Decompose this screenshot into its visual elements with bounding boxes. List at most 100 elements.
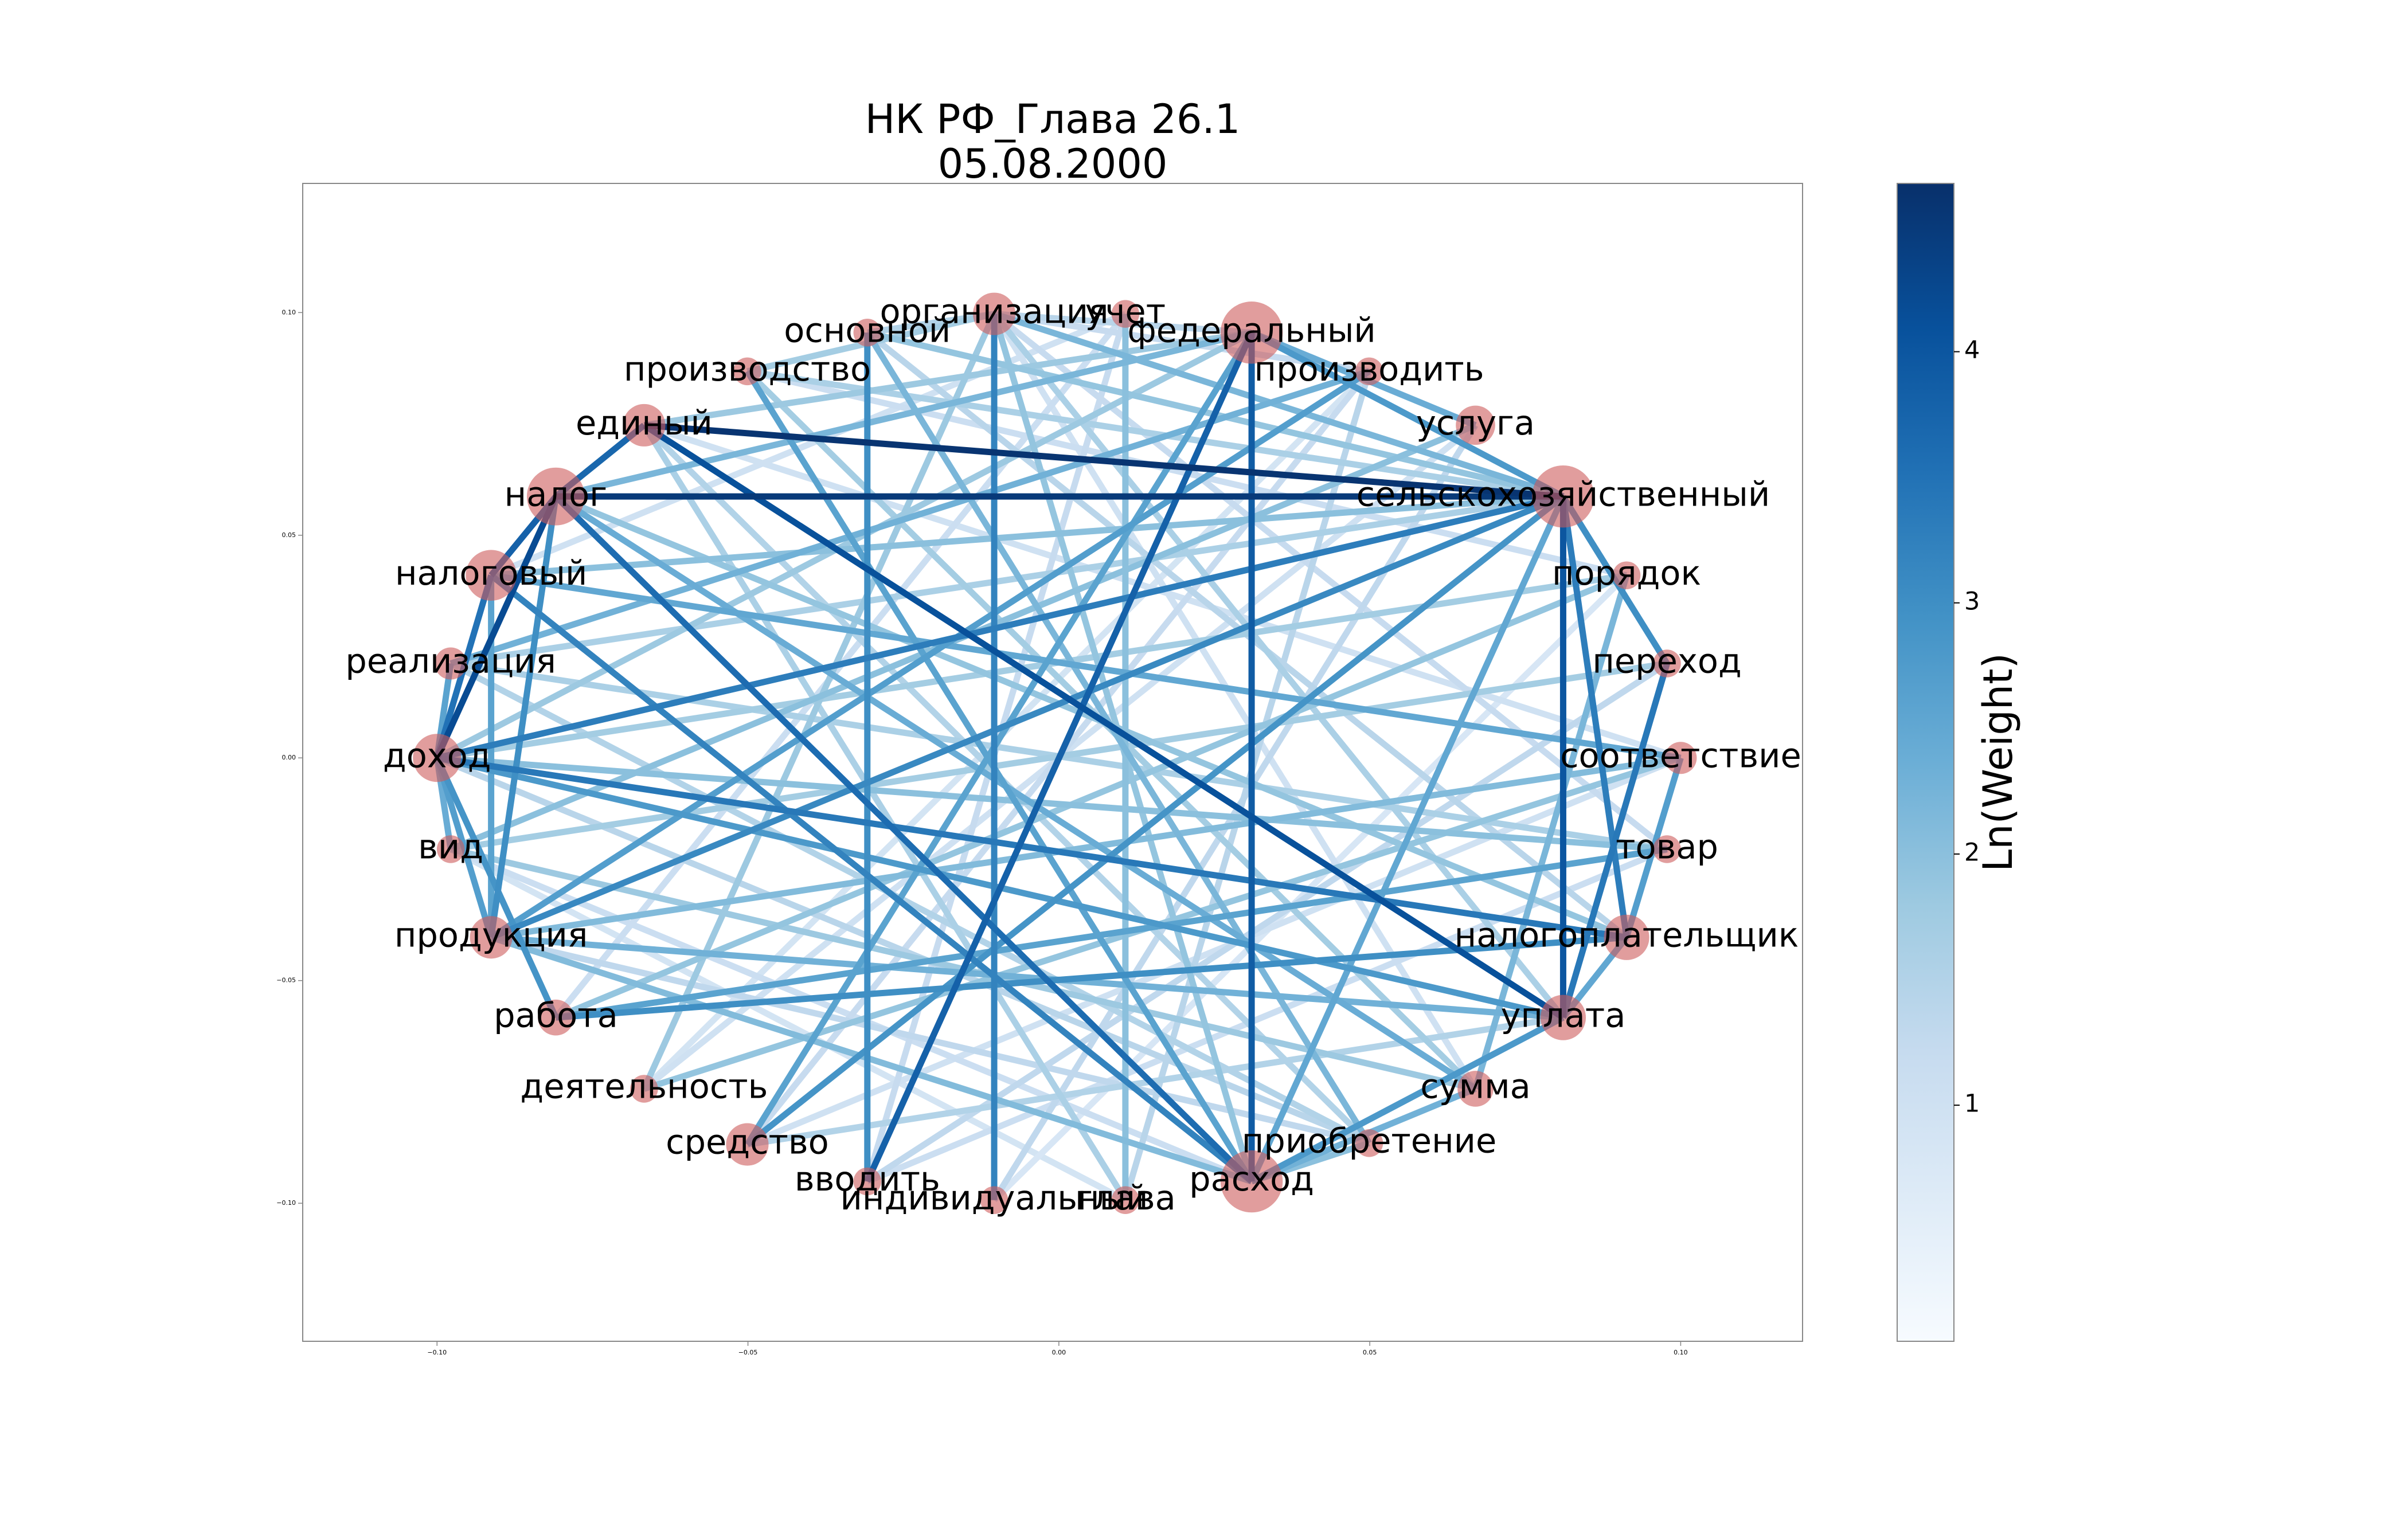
x-tick-label: 0.05 [1363,1349,1377,1356]
node-label: организация [879,292,1108,331]
node [1653,835,1681,863]
node-label: налоговый [395,553,587,593]
node-label: вид [418,827,483,867]
node-label: единый [576,403,713,443]
node [466,550,517,601]
edge [491,934,1563,1021]
x-tick-label: −0.10 [427,1349,447,1356]
edge [1250,330,1565,500]
edge [643,329,1252,429]
chart-subtitle: 05.08.2000 [938,140,1168,187]
chart-title: НК РФ_Глава 26.1 [865,96,1241,143]
node-label: приобретение [1242,1121,1497,1160]
node-label: деятельность [520,1067,768,1106]
node-label: товар [1616,827,1718,867]
node [1604,914,1649,960]
x-tick-label: 0.10 [1674,1349,1688,1356]
node-label: вводить [795,1159,940,1199]
node [538,999,574,1036]
node [1111,300,1140,328]
colorbar [1897,183,1954,1342]
edge [1559,496,1630,938]
edge [436,493,1564,761]
x-tick-label: −0.05 [738,1349,758,1356]
y-tick-label: 0.10 [282,308,296,316]
node [1612,561,1641,589]
node-label: переход [1592,641,1741,681]
edge [744,369,1254,1183]
node [1111,1186,1140,1214]
node [526,467,585,526]
node-label: соответствие [1560,735,1801,775]
node [1664,742,1697,774]
node [470,916,513,959]
node [1532,465,1594,528]
node-label: сельскохозяйственный [1357,474,1770,514]
edge [991,312,1566,1020]
edge [555,329,1253,500]
node-label: налог [505,474,608,514]
edge [435,330,1253,761]
edge [865,331,1372,1145]
node-label: учет [1085,292,1166,331]
edge [490,754,1682,941]
edge [489,369,1371,940]
node [973,292,1016,335]
x-tick-label: 0.00 [1052,1349,1066,1356]
node [435,647,467,680]
node [1456,405,1495,445]
node [726,1123,769,1166]
node-label: производство [624,349,871,389]
edge [554,494,1477,1092]
node-label: сумма [1420,1067,1531,1106]
edge [488,496,559,938]
edge [450,493,1564,667]
node-label: налогоплательщик [1455,915,1799,954]
node [853,319,882,347]
colorbar-label: Ln(Weight) [1975,653,2022,872]
edge [436,755,1371,1146]
edge [491,493,1563,579]
node [1220,302,1283,364]
edge [436,754,1627,941]
nodes [413,292,1697,1214]
node-label: доход [383,735,491,775]
colorbar-tick-label: 3 [1964,587,1980,616]
edge [553,494,1254,1184]
edge [1250,1015,1565,1184]
colorbar-tick-label: 2 [1964,838,1980,867]
node [1355,357,1383,386]
edge [556,934,1627,1021]
edge [866,846,1668,1185]
edge [490,494,1565,941]
node-label: уплата [1500,995,1625,1035]
node-label: порядок [1552,553,1701,593]
node-label: федеральный [1127,310,1375,350]
edge [490,572,1682,761]
edge [1249,495,1566,1183]
node [1653,649,1681,678]
node [630,1075,658,1103]
plot-frame [302,183,1803,1342]
node-label: расход [1189,1159,1314,1199]
colorbar-tick-label: 1 [1964,1090,1980,1118]
node [1220,1150,1283,1213]
node [853,1167,882,1196]
edge [1560,662,1670,1019]
edge [641,423,1128,1202]
node [980,1186,1008,1214]
edge [993,311,1565,500]
edge [745,494,1565,1147]
node [733,357,761,386]
edge [490,934,1253,1185]
y-tick-label: 0.05 [282,531,296,539]
node-label: продукция [394,915,588,954]
y-tick-label: −0.05 [276,977,296,984]
y-tick-label: 0.00 [282,754,296,761]
node [436,835,465,863]
node-label: глава [1075,1178,1176,1217]
node-label: средство [666,1122,829,1162]
node-label: индивидуальный [841,1178,1148,1217]
